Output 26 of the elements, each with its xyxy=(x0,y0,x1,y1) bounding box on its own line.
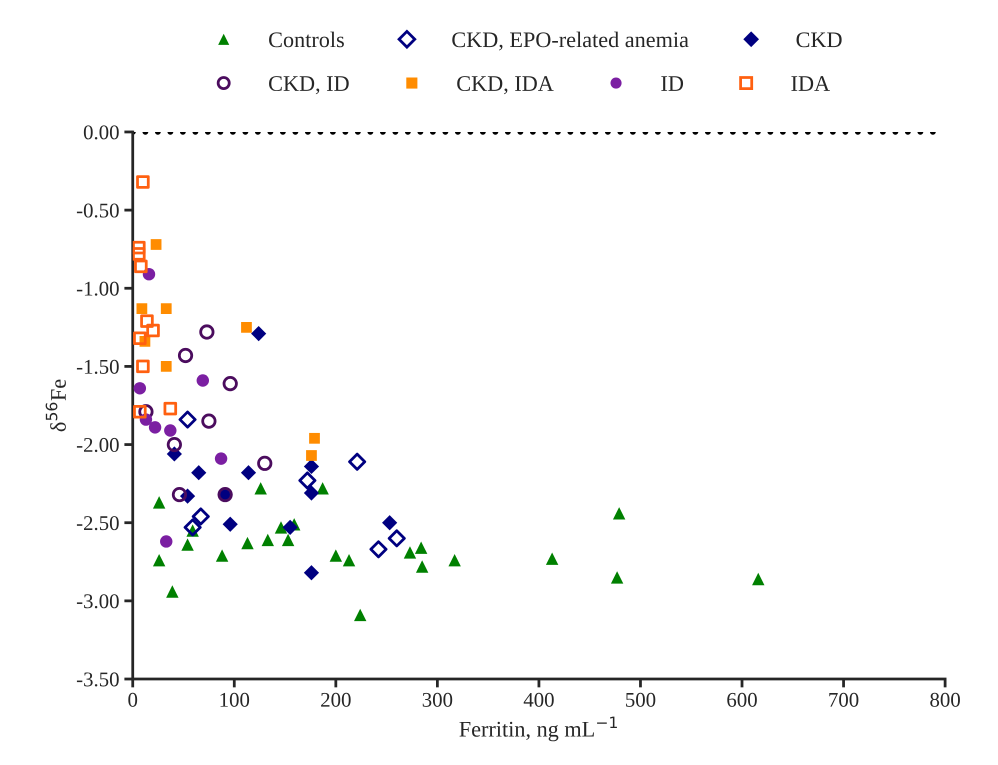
x-tick-label: 600 xyxy=(727,692,757,707)
x-tick-label: 0 xyxy=(128,692,138,707)
y-tick-label: -3.00 xyxy=(76,594,119,608)
y-tick-label: 0.00 xyxy=(84,125,119,140)
y-tick-label: -2.50 xyxy=(76,516,119,530)
legend-label: CKD xyxy=(796,32,842,48)
y-tick-label: -3.50 xyxy=(76,672,119,687)
legend-label: CKD, ID xyxy=(269,76,349,94)
x-tick-label: 200 xyxy=(321,692,351,707)
x-tick-label: 300 xyxy=(422,692,452,707)
x-tick-label: 700 xyxy=(829,692,858,707)
x-tick-label: 800 xyxy=(930,692,960,707)
x-tick-label: 500 xyxy=(626,692,656,707)
y-tick-label: -1.50 xyxy=(76,360,119,374)
y-tick-label: -0.50 xyxy=(76,203,119,218)
x-axis-title: Ferritin, ng mL$^{−1}$ xyxy=(459,716,617,742)
x-tick-label: 400 xyxy=(524,692,554,707)
legend-label: IDA xyxy=(791,76,830,91)
legend-label: Controls xyxy=(269,32,344,48)
y-tick-label: -1.00 xyxy=(76,282,119,296)
y-tick-label: -2.00 xyxy=(76,438,119,452)
x-tick-label: 100 xyxy=(220,692,250,707)
legend-label: CKD, IDA xyxy=(457,76,554,94)
y-axis-title: δ$^{56}$Fe xyxy=(46,380,66,432)
legend-label: ID xyxy=(661,76,684,91)
legend-label: CKD, EPO-related anemia xyxy=(452,32,689,50)
